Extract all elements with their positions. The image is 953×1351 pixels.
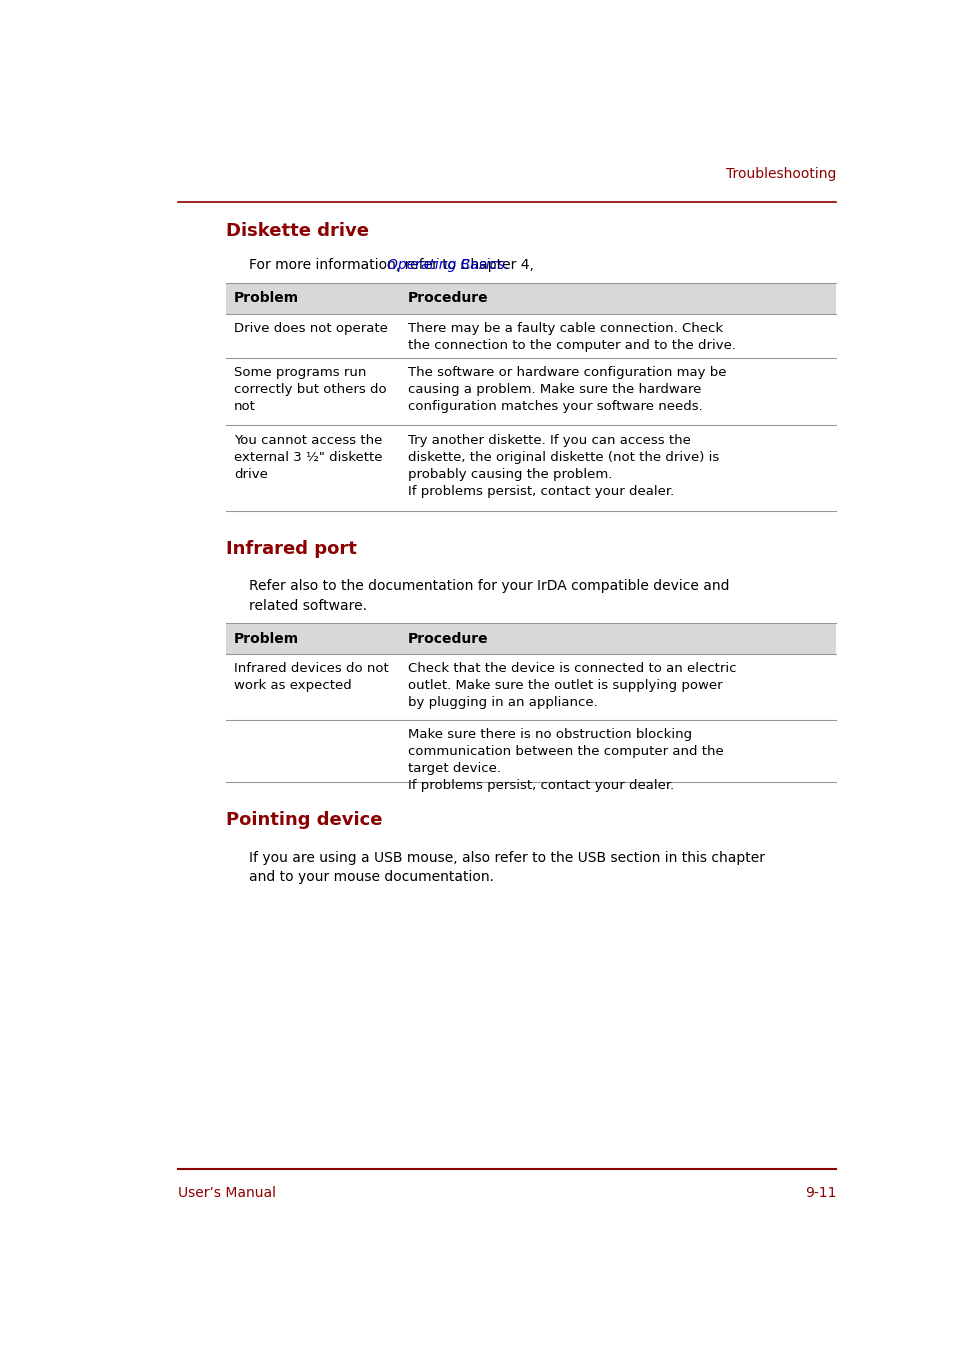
- Text: Diskette drive: Diskette drive: [226, 223, 369, 240]
- Text: Refer also to the documentation for your IrDA compatible device and
related soft: Refer also to the documentation for your…: [249, 580, 728, 613]
- Text: Make sure there is no obstruction blocking
communication between the computer an: Make sure there is no obstruction blocki…: [407, 728, 722, 792]
- Text: Procedure: Procedure: [407, 292, 488, 305]
- Text: If you are using a USB mouse, also refer to the USB section in this chapter
and : If you are using a USB mouse, also refer…: [249, 851, 764, 885]
- Text: Drive does not operate: Drive does not operate: [233, 323, 387, 335]
- Text: Pointing device: Pointing device: [226, 811, 382, 830]
- Text: Operating Basics.: Operating Basics.: [387, 258, 509, 272]
- Text: There may be a faulty cable connection. Check
the connection to the computer and: There may be a faulty cable connection. …: [407, 323, 735, 353]
- Text: Check that the device is connected to an electric
outlet. Make sure the outlet i: Check that the device is connected to an…: [407, 662, 736, 709]
- Text: Procedure: Procedure: [407, 631, 488, 646]
- Text: Problem: Problem: [233, 292, 298, 305]
- Text: Infrared port: Infrared port: [226, 540, 357, 558]
- Text: Infrared devices do not
work as expected: Infrared devices do not work as expected: [233, 662, 388, 693]
- Text: You cannot access the
external 3 ½" diskette
drive: You cannot access the external 3 ½" disk…: [233, 434, 382, 481]
- Text: Try another diskette. If you can access the
diskette, the original diskette (not: Try another diskette. If you can access …: [407, 434, 719, 497]
- Text: Problem: Problem: [233, 631, 298, 646]
- Text: Some programs run
correctly but others do
not: Some programs run correctly but others d…: [233, 366, 386, 413]
- Text: The software or hardware configuration may be
causing a problem. Make sure the h: The software or hardware configuration m…: [407, 366, 725, 413]
- Text: User’s Manual: User’s Manual: [178, 1186, 276, 1200]
- Text: For more information, refer to Chapter 4,: For more information, refer to Chapter 4…: [249, 258, 537, 272]
- Text: 9-11: 9-11: [804, 1186, 836, 1200]
- Bar: [226, 623, 836, 654]
- Text: Troubleshooting: Troubleshooting: [725, 166, 836, 181]
- Bar: [226, 282, 836, 313]
